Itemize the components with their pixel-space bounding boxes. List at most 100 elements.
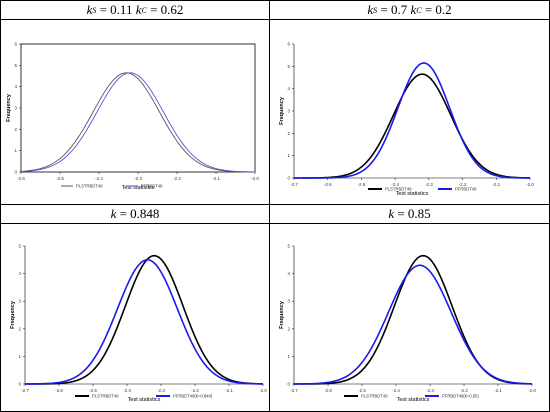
x-tick-label: -2.3 bbox=[157, 388, 165, 393]
y-tick-label: 6 bbox=[287, 42, 290, 47]
y-tick-label: 4 bbox=[14, 84, 17, 89]
y-tick-label: 2 bbox=[18, 326, 21, 331]
y-tick-label: 1 bbox=[14, 148, 17, 153]
legend-label-2: PFRBDT48 bbox=[455, 187, 477, 192]
legend-label-1: PLSTRBDT48 bbox=[76, 184, 103, 189]
series-line-1 bbox=[25, 254, 264, 385]
x-tick-label: -2.4 bbox=[391, 182, 399, 187]
x-tick-label: -2.3 bbox=[426, 388, 434, 393]
y-tick-label: 5 bbox=[14, 63, 17, 68]
y-axis-label: Frequency bbox=[6, 93, 12, 122]
series-line-2 bbox=[294, 264, 533, 385]
x-axis-label: Test statistics bbox=[397, 397, 430, 403]
panel-3-header: k = 0.848 bbox=[1, 205, 270, 224]
x-axis-label: Test statistics bbox=[122, 185, 155, 191]
panel-1-title-sub2: C bbox=[141, 5, 147, 15]
y-tick-label: 0 bbox=[287, 176, 290, 181]
panel-1-title-tail: = 0.62 bbox=[146, 2, 184, 17]
y-tick-label: 3 bbox=[14, 106, 17, 111]
x-tick-label: -2.6 bbox=[324, 388, 332, 393]
y-tick-label: 1 bbox=[287, 354, 290, 359]
series-line-2 bbox=[294, 62, 530, 179]
y-tick-label: 2 bbox=[287, 326, 290, 331]
y-tick-label: 5 bbox=[287, 64, 290, 69]
y-tick-label: 4 bbox=[287, 86, 290, 91]
y-tick-label: 0 bbox=[14, 170, 17, 175]
x-tick-label: -2.1 bbox=[494, 388, 502, 393]
panel-2-title-sub2: C bbox=[416, 5, 422, 15]
y-tick-label: 2 bbox=[287, 131, 290, 136]
series-line-1 bbox=[294, 254, 533, 385]
legend-label-2: PFRBDT48 bbox=[141, 184, 163, 189]
x-axis-label: Test statistics bbox=[128, 397, 161, 403]
panel-3: -2.7 -2.6 -2.5 -2.4 -2.3 -2.2 -2.1 -2.0 0 1 2 3 4 5 Te… bbox=[1, 224, 270, 411]
series-line-2 bbox=[20, 72, 256, 173]
legend-label-2: PFRBDT48(k=0.85) bbox=[442, 394, 479, 399]
x-tick-label: -2.6 bbox=[324, 182, 332, 187]
panel-2-chart: -2.7 -2.6 -2.5 -2.4 -2.3 -2.2 -2.1 -2.0 0 1 2 3 4 5 6 T… bbox=[279, 42, 534, 198]
y-tick-label: 5 bbox=[18, 244, 21, 249]
y-tick-label: 3 bbox=[287, 109, 290, 114]
x-tick-label: -2.0 bbox=[251, 176, 259, 181]
panel-4-header: k = 0.85 bbox=[270, 205, 549, 224]
y-tick-label: 2 bbox=[14, 127, 17, 132]
y-tick-label: 1 bbox=[18, 354, 21, 359]
x-tick-label: -2.0 bbox=[528, 388, 536, 393]
panel-1: -2.6 -2.5 -2.4 -2.3 -2.2 -2.1 -2.0 0 1 2 3 4 5 6 Test … bbox=[1, 20, 270, 205]
x-tick-label: -2.2 bbox=[459, 182, 467, 187]
x-tick-label: -2.4 bbox=[95, 176, 103, 181]
x-tick-label: -2.5 bbox=[89, 388, 97, 393]
x-tick-label: -2.7 bbox=[290, 388, 298, 393]
x-tick-label: -2.5 bbox=[358, 388, 366, 393]
x-tick-label: -2.5 bbox=[358, 182, 366, 187]
panel-4-chart: -2.7 -2.6 -2.5 -2.4 -2.3 -2.2 -2.1 -2.0 0 1 2 3 4 5 Te… bbox=[279, 244, 536, 404]
x-tick-label: -2.7 bbox=[290, 182, 298, 187]
x-tick-label: -2.0 bbox=[526, 182, 534, 187]
panel-2: -2.7 -2.6 -2.5 -2.4 -2.3 -2.2 -2.1 -2.0 0 1 2 3 4 5 6 T… bbox=[270, 20, 549, 205]
y-tick-label: 4 bbox=[18, 271, 21, 276]
x-tick-label: -2.7 bbox=[21, 388, 29, 393]
x-tick-label: -2.3 bbox=[134, 176, 142, 181]
y-tick-label: 3 bbox=[287, 299, 290, 304]
x-tick-label: -2.2 bbox=[460, 388, 468, 393]
y-tick-label: 6 bbox=[14, 42, 17, 47]
panel-4-title-k: k bbox=[388, 206, 395, 221]
panel-1-title-mid: = 0.11 bbox=[96, 2, 136, 17]
panel-2-title-k2: k bbox=[410, 2, 417, 17]
panel-1-title-k: k bbox=[86, 2, 93, 17]
legend-label-2: PFRBDT48(k=0.848) bbox=[173, 394, 213, 399]
series-line-1 bbox=[20, 72, 256, 173]
y-axis-label: Frequency bbox=[279, 96, 285, 125]
x-tick-label: -2.5 bbox=[56, 176, 64, 181]
x-tick-label: -2.2 bbox=[173, 176, 181, 181]
y-axis-label: Frequency bbox=[279, 300, 285, 329]
x-tick-label: -2.1 bbox=[492, 182, 500, 187]
series-line-2 bbox=[24, 259, 264, 385]
y-tick-label: 1 bbox=[287, 153, 290, 158]
y-axis-label: Frequency bbox=[10, 300, 16, 329]
x-tick-label: -2.4 bbox=[392, 388, 400, 393]
panel-2-title-mid: = 0.7 bbox=[377, 2, 411, 17]
y-tick-label: 0 bbox=[287, 382, 290, 387]
legend-label-1: PLSTRBDT48 bbox=[385, 187, 412, 192]
x-axis-label: Test statistics bbox=[396, 191, 429, 197]
panel-1-title-sub1: S bbox=[92, 5, 97, 15]
panel-1-chart: -2.6 -2.5 -2.4 -2.3 -2.2 -2.1 -2.0 0 1 2 3 4 5 6 Test … bbox=[6, 42, 259, 192]
legend-label-1: PLSTRBDT48 bbox=[92, 394, 119, 399]
panel-4: -2.7 -2.6 -2.5 -2.4 -2.3 -2.2 -2.1 -2.0 0 1 2 3 4 5 Te… bbox=[270, 224, 549, 411]
x-tick-label: -2.1 bbox=[212, 176, 220, 181]
panel-3-title-k: k bbox=[110, 206, 117, 221]
panel-2-title-tail: = 0.2 bbox=[421, 2, 452, 17]
y-tick-label: 5 bbox=[287, 244, 290, 249]
legend-label-1: PLSTRBDT48 bbox=[361, 394, 388, 399]
panel-3-chart: -2.7 -2.6 -2.5 -2.4 -2.3 -2.2 -2.1 -2.0 0 1 2 3 4 5 Te… bbox=[10, 244, 267, 404]
panel-4-title-mid: = 0.85 bbox=[394, 206, 431, 221]
x-tick-label: -2.1 bbox=[225, 388, 233, 393]
panel-2-title-k: k bbox=[367, 2, 374, 17]
series-line-1 bbox=[293, 73, 531, 179]
x-tick-label: -2.6 bbox=[55, 388, 63, 393]
x-tick-label: -2.0 bbox=[259, 388, 267, 393]
